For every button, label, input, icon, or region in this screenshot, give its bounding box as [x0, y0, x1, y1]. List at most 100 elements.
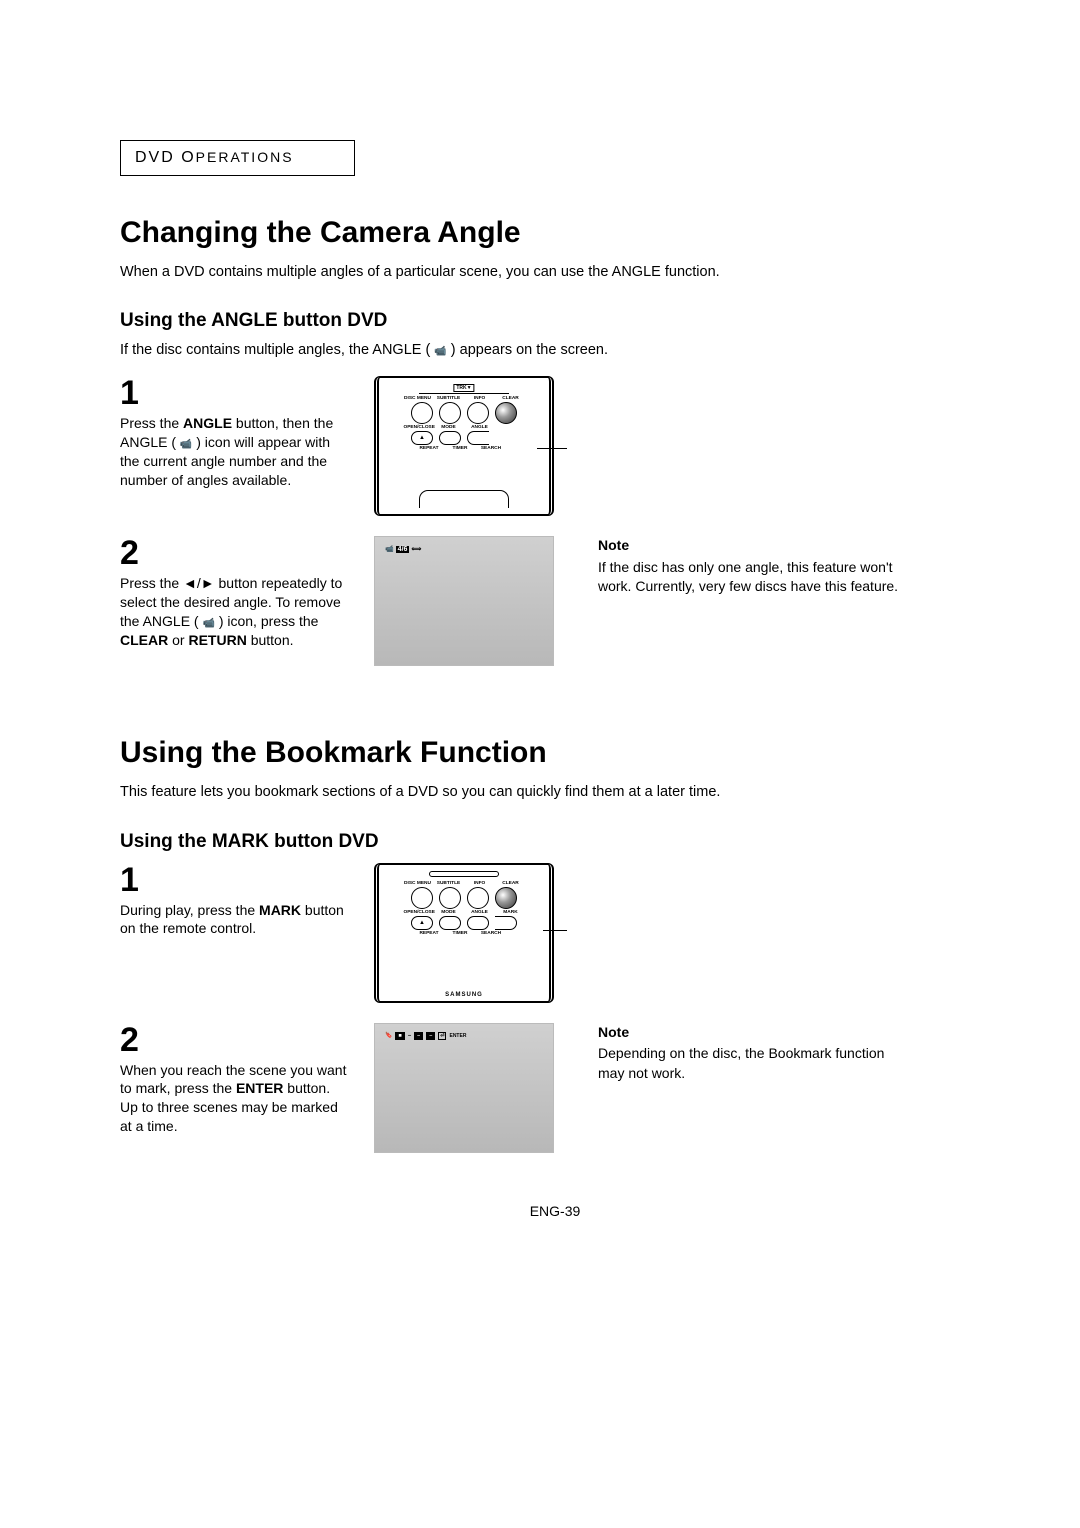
angle-step2-e: RETURN — [188, 632, 246, 648]
remote-labels-row2: OPEN/CLOSE MODE ANGLE X — [387, 425, 541, 430]
mark-step1: 1 During play, press the MARK button on … — [120, 863, 350, 1003]
angle-subintro-b: ) appears on the screen. — [447, 342, 608, 358]
remote-btn-row1 — [387, 402, 541, 424]
lbl2-clear: CLEAR — [497, 881, 525, 886]
lbl2-repeat: REPEAT — [415, 931, 443, 936]
lbl-discmenu: DISC MENU — [404, 396, 432, 401]
angle-step2-c: CLEAR — [120, 632, 168, 648]
remote-labels-row3: REPEAT TIMER SEARCH — [387, 446, 541, 451]
angle-heading: Changing the Camera Angle — [120, 216, 990, 250]
angle-intro: When a DVD contains multiple angles of a… — [120, 262, 990, 282]
angle-note: Note If the disc has only one angle, thi… — [598, 536, 908, 666]
mark-screen-illustration: 🔖 ■ – – – ⏎ ENTER — [374, 1023, 574, 1153]
mark-note: Note Depending on the disc, the Bookmark… — [598, 1023, 908, 1153]
nav-ring-top — [419, 490, 509, 508]
lbl-info: INFO — [466, 396, 494, 401]
pointer-to-mark — [543, 930, 567, 931]
mode-button — [439, 431, 461, 445]
slot1: ■ — [395, 1032, 404, 1040]
remote2-labels-row2: OPEN/CLOSE MODE ANGLE MARK — [387, 910, 541, 915]
slot2: – — [408, 1033, 411, 1039]
angle-subintro: If the disc contains multiple angles, th… — [120, 342, 990, 358]
osd-angle: 4/6 ⟺ — [385, 545, 421, 553]
angle-button — [467, 431, 489, 445]
info-button — [467, 402, 489, 424]
angle-subintro-a: If the disc contains multiple angles, th… — [120, 342, 434, 358]
mark-subheading: Using the MARK button DVD — [120, 831, 990, 853]
mark-step2-b: ENTER — [236, 1080, 283, 1096]
section-tag-rest: PERATIONS — [196, 149, 294, 165]
remote-btn-row2: ▲ — [387, 431, 541, 445]
remote-labels-row1: DISC MENU SUBTITLE INFO CLEAR — [387, 396, 541, 401]
lbl2-search: SEARCH — [477, 931, 505, 936]
enter-icon: ⏎ — [438, 1032, 446, 1040]
lbl-openclose: OPEN/CLOSE — [404, 425, 432, 430]
angle-step1-b: ANGLE — [183, 415, 232, 431]
angle-screen-illustration: 4/6 ⟺ — [374, 536, 574, 666]
note-text: If the disc has only one angle, this fea… — [598, 558, 908, 597]
remote2-btn-row1 — [387, 887, 541, 909]
step-number-2: 2 — [120, 536, 350, 570]
lbl2-timer: TIMER — [446, 931, 474, 936]
mark-heading: Using the Bookmark Function — [120, 736, 990, 770]
lbl-search: SEARCH — [477, 446, 505, 451]
discmenu-button — [411, 402, 433, 424]
lbl-repeat: REPEAT — [415, 446, 443, 451]
angle-icon — [434, 342, 446, 358]
remote-top-slot — [429, 871, 499, 877]
trk-bar — [419, 384, 509, 394]
remote2-btn-row2: ▲ — [387, 916, 541, 930]
lbl-clear: CLEAR — [497, 396, 525, 401]
angle-step1-a: Press the — [120, 415, 183, 431]
lbl-mode: MODE — [435, 425, 463, 430]
subtitle-button — [439, 887, 461, 909]
angle-step2-d: or — [168, 632, 188, 648]
mark-button — [495, 916, 517, 930]
angle-step1: 1 Press the ANGLE button, then the ANGLE… — [120, 376, 350, 516]
mark-intro: This feature lets you bookmark sections … — [120, 782, 990, 802]
note-text-2: Depending on the disc, the Bookmark func… — [598, 1044, 908, 1083]
remote-diagram: DISC MENU SUBTITLE INFO CLEAR OPEN/CLOSE… — [374, 376, 554, 516]
lbl2-openclose: OPEN/CLOSE — [404, 910, 432, 915]
tv-screen: 4/6 ⟺ — [374, 536, 554, 666]
osd-enter-label: ENTER — [449, 1033, 466, 1039]
blank — [495, 431, 517, 445]
section-tag-prefix: DVD O — [135, 149, 196, 166]
lbl2-info: INFO — [466, 881, 494, 886]
slot4: – — [426, 1032, 435, 1040]
tv-screen-2: 🔖 ■ – – – ⏎ ENTER — [374, 1023, 554, 1153]
angle-remote-illustration: DISC MENU SUBTITLE INFO CLEAR OPEN/CLOSE… — [374, 376, 574, 516]
lbl2-angle: ANGLE — [466, 910, 494, 915]
remote2-labels-row1: DISC MENU SUBTITLE INFO CLEAR — [387, 881, 541, 886]
mark-step2: 2 When you reach the scene you want to m… — [120, 1023, 350, 1153]
openclose-button: ▲ — [411, 431, 433, 445]
lbl-timer: TIMER — [446, 446, 474, 451]
remote2-labels-row3: REPEAT TIMER SEARCH — [387, 931, 541, 936]
info-button — [467, 887, 489, 909]
note-heading: Note — [598, 536, 908, 556]
angle-step2-b: ) icon, press the — [215, 613, 319, 629]
angle-step2: 2 Press the ◄/► button repeatedly to sel… — [120, 536, 350, 666]
step-number-2b: 2 — [120, 1023, 350, 1057]
page-number: ENG-39 — [120, 1203, 990, 1219]
angle-subheading: Using the ANGLE button DVD — [120, 310, 990, 332]
lbl-subtitle: SUBTITLE — [435, 396, 463, 401]
lbl2-subtitle: SUBTITLE — [435, 881, 463, 886]
angle-icon — [180, 434, 192, 450]
clear-button — [495, 402, 517, 424]
mark-remote-illustration: DISC MENU SUBTITLE INFO CLEAR OPEN/CLOSE… — [374, 863, 574, 1003]
section-tag: DVD OPERATIONS — [120, 140, 355, 176]
openclose-button: ▲ — [411, 916, 433, 930]
clear-button — [495, 887, 517, 909]
lbl-angle: ANGLE — [466, 425, 494, 430]
osd-angle-icon — [385, 546, 394, 553]
step-number-1b: 1 — [120, 863, 350, 897]
pointer-to-angle — [537, 448, 567, 449]
discmenu-button — [411, 887, 433, 909]
remote-brand: SAMSUNG — [445, 992, 483, 998]
step-number-1: 1 — [120, 376, 350, 410]
angle-button — [467, 916, 489, 930]
bookmark-icon: 🔖 — [385, 1032, 392, 1039]
slot3: – — [414, 1032, 423, 1040]
mark-step1-a: During play, press the — [120, 902, 259, 918]
